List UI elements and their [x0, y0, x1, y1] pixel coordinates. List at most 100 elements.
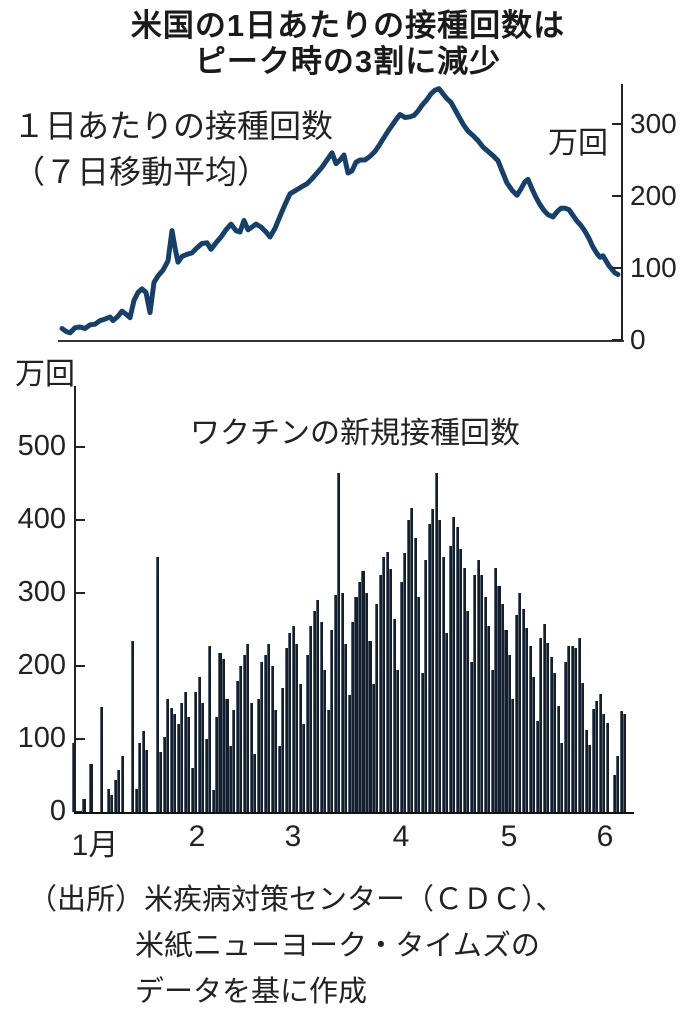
bar — [113, 779, 117, 812]
bar — [120, 755, 124, 812]
bar — [211, 790, 215, 812]
bar — [141, 731, 145, 812]
bar — [605, 722, 609, 812]
bar — [459, 548, 463, 812]
bar-chart-baseline — [74, 812, 634, 814]
bar — [277, 746, 281, 812]
bar — [316, 600, 320, 812]
bar — [159, 752, 163, 812]
bar — [588, 744, 592, 812]
bar — [323, 669, 327, 812]
bar-chart-y-tick-label: 300 — [17, 576, 66, 608]
bar — [242, 655, 246, 812]
bar — [546, 642, 550, 812]
bar — [155, 557, 159, 812]
bar — [525, 628, 529, 812]
source-note-line-2: 米紙ニューヨーク・タイムズの — [135, 930, 540, 962]
bar — [319, 622, 323, 812]
bar — [616, 755, 620, 812]
bar — [249, 702, 253, 812]
bar — [344, 644, 348, 812]
source-note-line-1: （出所）米疾病対策センター（ＣＤＣ）、 — [28, 884, 565, 916]
line-series — [59, 86, 621, 336]
bar — [560, 742, 564, 812]
line-chart-right-axis — [621, 84, 623, 342]
bar-chart-y-tick-label: 500 — [17, 430, 66, 462]
bar — [455, 527, 459, 812]
bar — [354, 596, 358, 812]
bar — [368, 640, 372, 812]
bar — [466, 611, 470, 812]
bar — [225, 698, 229, 812]
line-chart-unit-label: 万回 — [548, 127, 608, 160]
line-chart-y-tick-mark — [612, 195, 622, 197]
bar — [399, 582, 403, 812]
bar — [413, 538, 417, 812]
bar — [392, 618, 396, 812]
bar — [389, 568, 393, 812]
bar — [232, 709, 236, 812]
line-chart-baseline — [58, 340, 624, 342]
bar — [598, 693, 602, 812]
bar-chart-y-tick-mark — [76, 665, 85, 667]
bar — [619, 710, 623, 812]
bar — [176, 724, 180, 812]
bar-chart-y-tick-mark — [76, 446, 85, 448]
bar — [490, 669, 494, 812]
bar — [246, 644, 250, 812]
bar — [476, 560, 480, 812]
bar — [361, 571, 365, 812]
bar — [420, 673, 424, 812]
bar-chart-y-tick-mark — [76, 519, 85, 521]
bar — [99, 706, 103, 812]
bar-chart-x-tick-label: 6 — [596, 820, 614, 853]
bar — [302, 724, 306, 812]
bar — [190, 768, 194, 812]
bar — [239, 666, 243, 812]
bar — [375, 604, 379, 812]
bar — [187, 717, 191, 812]
bar — [514, 614, 518, 812]
bar — [539, 638, 543, 812]
bar — [214, 717, 219, 812]
bar — [208, 646, 212, 812]
bar — [340, 593, 344, 812]
bar — [532, 677, 536, 812]
bar — [410, 507, 414, 812]
bar-chart-y-tick-label: 200 — [17, 649, 66, 681]
bar — [201, 702, 205, 812]
line-chart-label-line2: （７日移動平均） — [13, 154, 270, 190]
bar — [434, 472, 438, 812]
bar — [72, 743, 76, 812]
bar — [438, 520, 442, 812]
line-chart-y-tick-mark — [612, 339, 622, 341]
page-title-line-2: ピーク時の3割に減少 — [194, 44, 502, 79]
bar — [162, 736, 166, 812]
bar — [403, 552, 407, 812]
bar — [228, 746, 233, 812]
bar — [396, 669, 400, 812]
bar — [577, 638, 581, 812]
bar — [567, 645, 571, 812]
bar — [326, 709, 330, 812]
line-chart-y-tick-label: 300 — [630, 108, 677, 139]
bar — [542, 623, 546, 812]
bar — [602, 713, 606, 812]
bar — [134, 789, 138, 812]
bar-chart-left-axis — [74, 386, 76, 814]
bar — [281, 687, 285, 812]
bar — [263, 655, 267, 812]
bar — [570, 646, 574, 812]
bar — [493, 567, 498, 812]
bar — [452, 517, 456, 812]
bar — [535, 720, 539, 812]
bar-chart-x-tick-label: 2 — [188, 820, 206, 853]
bar — [417, 596, 421, 812]
bar-chart-y-tick-mark — [76, 592, 85, 594]
bar — [194, 691, 198, 812]
bar — [197, 677, 201, 812]
bar — [138, 743, 142, 812]
line-chart-y-tick-mark — [612, 123, 622, 125]
bar — [528, 645, 532, 812]
bar — [89, 763, 93, 812]
